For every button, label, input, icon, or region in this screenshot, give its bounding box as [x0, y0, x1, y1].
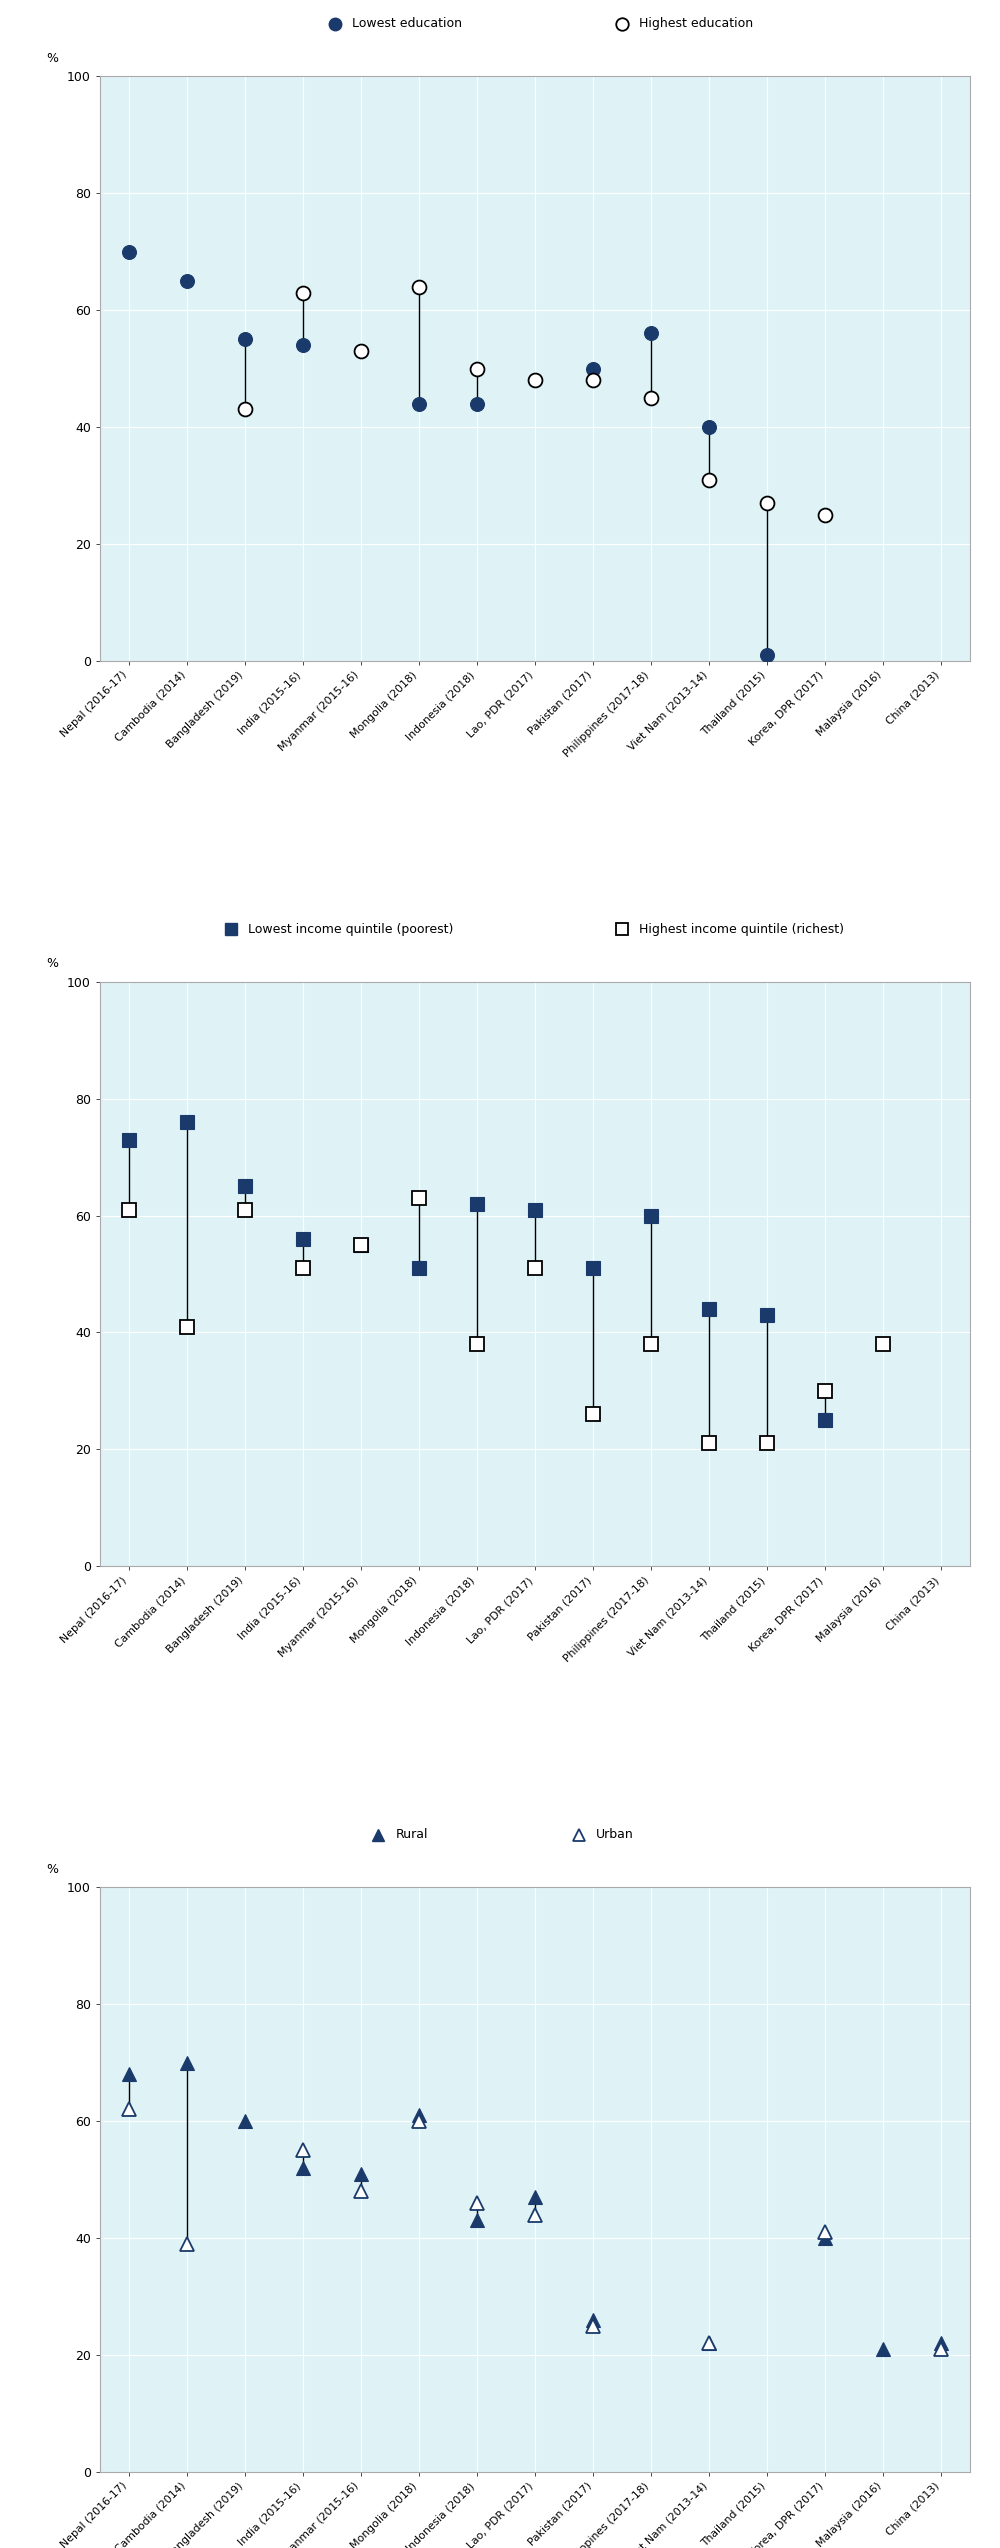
Y-axis label: %: %	[46, 958, 58, 971]
Y-axis label: %: %	[46, 1863, 58, 1875]
Y-axis label: %: %	[46, 51, 58, 64]
